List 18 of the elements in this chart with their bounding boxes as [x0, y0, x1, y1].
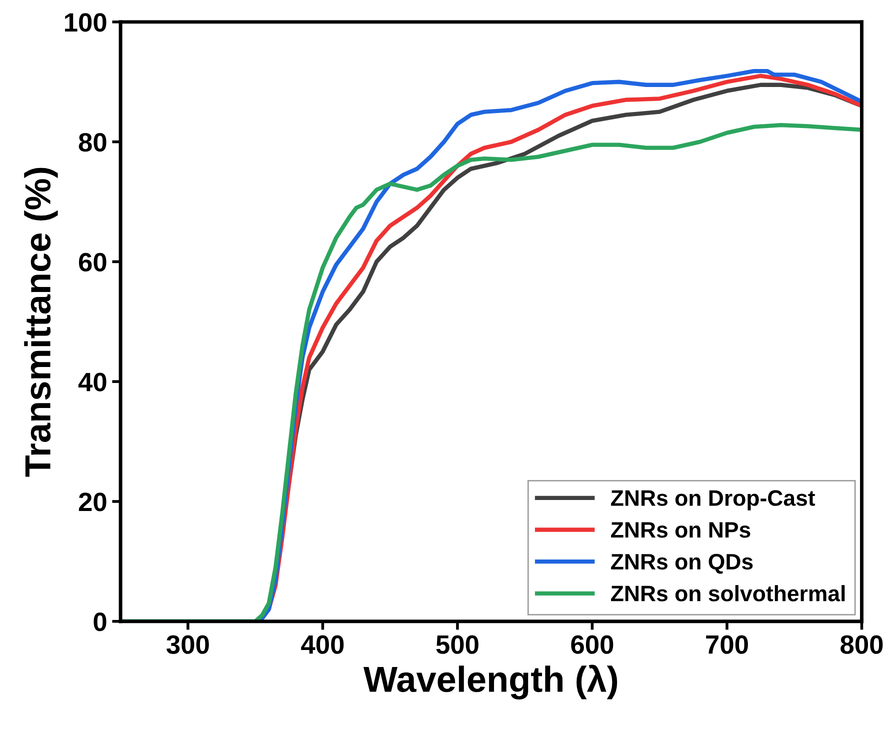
legend-label: ZNRs on QDs [611, 554, 753, 574]
x-tick-label: 700 [706, 635, 748, 654]
y-tick-label: 100 [65, 13, 106, 32]
x-tick-label: 400 [301, 635, 344, 654]
y-tick-label: 0 [94, 612, 106, 632]
y-axis-title: Transmittance (%) [24, 168, 58, 477]
legend-label: ZNRs on Drop-Cast [611, 490, 816, 510]
x-tick-label: 600 [571, 635, 614, 654]
x-tick-label: 800 [840, 635, 883, 654]
y-tick-label: 20 [78, 492, 106, 512]
y-tick-label: 40 [78, 372, 106, 392]
legend-label: ZNRs on solvothermal [611, 585, 845, 602]
y-tick-label: 60 [78, 252, 106, 272]
x-axis-title: Wavelength (λ) [363, 664, 618, 700]
legend-label: ZNRs on NPs [611, 522, 750, 538]
y-tick-label: 80 [78, 132, 106, 152]
x-tick-label: 300 [166, 635, 209, 654]
x-tick-label: 500 [436, 635, 478, 654]
